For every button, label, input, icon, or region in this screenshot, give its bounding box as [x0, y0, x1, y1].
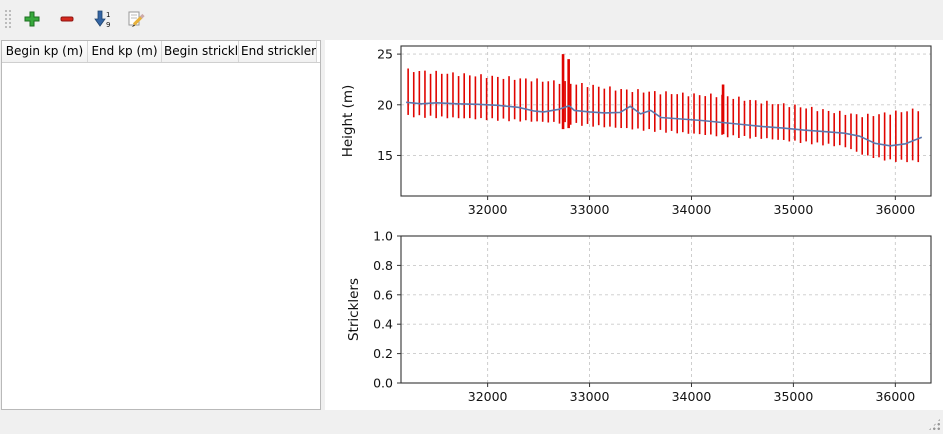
add-row-button[interactable] — [17, 6, 47, 32]
column-header-end-kp[interactable]: End kp (m) — [88, 41, 162, 62]
window-resize-grip[interactable] — [928, 418, 941, 431]
sort-numeric-descending-icon: 1 9 — [94, 10, 110, 29]
svg-text:0.0: 0.0 — [373, 376, 393, 391]
toolbar-drag-handle[interactable] — [4, 9, 11, 29]
svg-text:36000: 36000 — [875, 202, 915, 217]
edit-pencil-icon — [128, 11, 145, 28]
toolbar: 1 9 — [0, 0, 943, 38]
svg-text:33000: 33000 — [570, 202, 610, 217]
remove-row-button[interactable] — [52, 6, 82, 32]
table-body-empty[interactable] — [2, 63, 321, 409]
plus-icon — [24, 11, 40, 27]
svg-text:1.0: 1.0 — [373, 229, 393, 244]
svg-text:36000: 36000 — [875, 389, 915, 404]
svg-text:35000: 35000 — [774, 202, 814, 217]
svg-text:Stricklers: Stricklers — [346, 278, 362, 341]
height-profile-chart: 32000 33000 34000 35000 36000 15 20 25 Height (m… — [325, 40, 943, 227]
svg-text:34000: 34000 — [672, 202, 712, 217]
stricklers-chart: 32000 33000 34000 35000 36000 0.0 0.2 0.4 0.6 0.8… — [325, 227, 943, 412]
svg-text:20: 20 — [377, 97, 393, 112]
svg-text:0.2: 0.2 — [373, 346, 393, 361]
svg-text:Height (m): Height (m) — [340, 85, 356, 158]
column-header-begin-strickler[interactable]: Begin strickler — [162, 41, 239, 62]
minus-icon — [60, 16, 74, 22]
column-header-begin-kp[interactable]: Begin kp (m) — [2, 41, 88, 62]
column-header-end-strickler[interactable]: End strickler — [239, 41, 317, 62]
svg-text:32000: 32000 — [468, 389, 508, 404]
svg-text:0.4: 0.4 — [373, 317, 393, 332]
svg-text:0.6: 0.6 — [373, 287, 393, 302]
svg-text:15: 15 — [377, 148, 393, 163]
main-split-area: Begin kp (m) End kp (m) Begin strickler … — [0, 38, 943, 412]
strickler-zones-table: Begin kp (m) End kp (m) Begin strickler … — [1, 40, 322, 410]
svg-text:25: 25 — [377, 47, 393, 62]
svg-text:33000: 33000 — [570, 389, 610, 404]
svg-text:32000: 32000 — [468, 202, 508, 217]
panel-splitter[interactable] — [321, 40, 325, 410]
svg-text:1: 1 — [106, 11, 110, 19]
table-header-row: Begin kp (m) End kp (m) Begin strickler … — [2, 41, 321, 63]
svg-text:34000: 34000 — [672, 389, 712, 404]
svg-text:35000: 35000 — [774, 389, 814, 404]
svg-text:0.8: 0.8 — [373, 258, 393, 273]
charts-panel: 32000 33000 34000 35000 36000 15 20 25 Height (m… — [325, 40, 943, 412]
status-bar — [0, 410, 943, 434]
svg-text:9: 9 — [106, 21, 110, 29]
sort-button[interactable]: 1 9 — [87, 6, 117, 32]
edit-button[interactable] — [122, 6, 152, 32]
